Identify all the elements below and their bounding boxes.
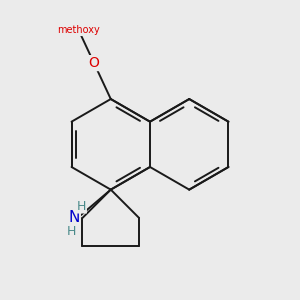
Text: H: H — [66, 225, 76, 238]
Text: N: N — [69, 210, 80, 225]
Text: O: O — [88, 56, 100, 70]
Text: methoxy: methoxy — [57, 25, 100, 35]
Text: H: H — [77, 200, 87, 213]
